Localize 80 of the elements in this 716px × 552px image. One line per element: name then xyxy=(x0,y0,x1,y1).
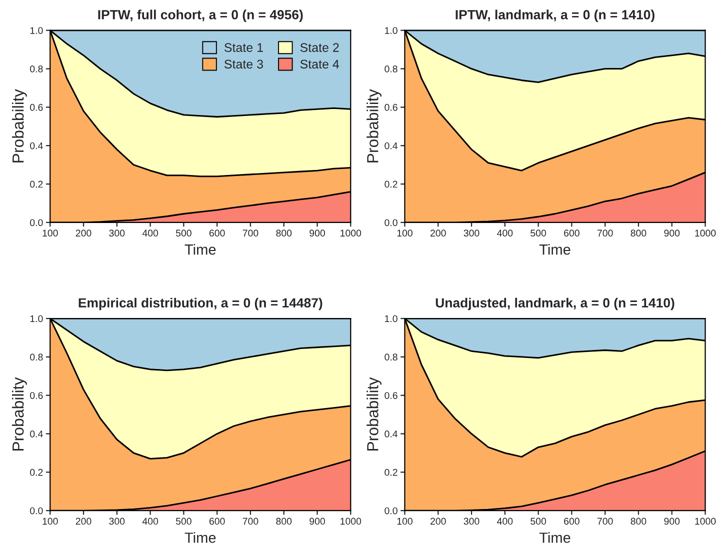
chart-title: IPTW, landmark, a = 0 (n = 1410) xyxy=(456,10,654,22)
x-tick-label: 800 xyxy=(276,230,292,237)
x-tick-label: 700 xyxy=(242,518,258,525)
x-tick-label: 700 xyxy=(597,230,613,237)
y-tick-label: 0.4 xyxy=(30,430,43,438)
x-tick-label: 900 xyxy=(310,518,325,525)
x-tick-label: 1000 xyxy=(340,518,362,525)
y-tick-label: 0.0 xyxy=(30,507,43,514)
y-tick-label: 1.0 xyxy=(385,27,398,34)
x-tick-label: 400 xyxy=(497,230,513,237)
x-tick-label: 1000 xyxy=(340,230,362,237)
x-tick-label: 100 xyxy=(42,230,58,237)
y-tick-label: 0.2 xyxy=(30,180,43,188)
legend-label: State 3 xyxy=(224,60,263,69)
chart-title: Empirical distribution, a = 0 (n = 14487) xyxy=(78,298,322,310)
series-label: State 1 xyxy=(224,43,263,52)
x-tick-label: 900 xyxy=(664,230,680,237)
x-tick-label: 600 xyxy=(209,518,225,525)
y-tick-label: 0.2 xyxy=(30,468,43,476)
y-tick-label: 0.0 xyxy=(384,507,398,514)
x-tick-label: 600 xyxy=(209,230,225,237)
y-tick-label: 1.0 xyxy=(30,315,43,322)
y-tick-label: 0.6 xyxy=(384,392,398,399)
y-tick-label: 0.4 xyxy=(384,430,398,438)
x-tick-label: 400 xyxy=(142,518,158,525)
x-axis-title: Time xyxy=(184,532,216,543)
y-tick-label: 0.2 xyxy=(384,468,398,476)
x-tick-label: 1000 xyxy=(695,230,716,237)
x-axis-title: Time xyxy=(539,244,570,255)
x-tick-label: 300 xyxy=(109,518,125,525)
x-tick-label: 300 xyxy=(464,518,480,525)
legend-label: State 4 xyxy=(300,60,340,69)
x-axis-title: Time xyxy=(184,244,216,255)
x-tick-label: 100 xyxy=(397,518,412,525)
x-tick-label: 800 xyxy=(276,518,292,525)
y-tick-label: 1.0 xyxy=(30,27,43,34)
chart-title: Unadjusted, landmark, a = 0 (n = 1410) xyxy=(436,298,674,310)
y-tick-label: 0.0 xyxy=(30,219,43,226)
x-tick-label: 200 xyxy=(430,230,446,237)
x-tick-label: 800 xyxy=(630,230,646,237)
x-tick-label: 500 xyxy=(176,518,192,525)
x-tick-label: 400 xyxy=(497,518,513,525)
y-tick-label: 0.4 xyxy=(30,142,43,150)
legend-label: State 2 xyxy=(300,43,339,52)
x-tick-label: 500 xyxy=(530,518,546,525)
y-tick-label: 0.8 xyxy=(30,354,43,361)
x-tick-label: 700 xyxy=(597,518,613,525)
x-tick-label: 100 xyxy=(397,230,412,237)
y-tick-label: 0.6 xyxy=(384,104,398,111)
y-tick-label: 0.6 xyxy=(30,104,43,111)
x-tick-label: 600 xyxy=(564,230,580,237)
x-axis-title: Time xyxy=(539,532,570,543)
x-tick-label: 400 xyxy=(142,230,158,237)
x-tick-label: 900 xyxy=(664,518,680,525)
y-tick-label: 0.8 xyxy=(30,66,43,72)
x-tick-label: 500 xyxy=(176,230,192,237)
y-axis-title: Probability xyxy=(12,377,27,451)
x-tick-label: 100 xyxy=(42,518,58,525)
x-tick-label: 800 xyxy=(630,518,646,525)
y-tick-label: 0.8 xyxy=(384,354,398,361)
x-tick-label: 600 xyxy=(564,518,580,525)
y-tick-label: 1.0 xyxy=(385,315,398,322)
y-tick-label: 0.4 xyxy=(384,142,398,150)
chart-title: IPTW, full cohort, a = 0 (n = 4956) xyxy=(98,10,303,22)
x-tick-label: 300 xyxy=(464,230,480,237)
y-tick-label: 0.2 xyxy=(384,180,398,188)
y-axis-title: Probability xyxy=(12,89,27,162)
y-axis-title: Probability xyxy=(366,377,382,451)
y-tick-label: 0.8 xyxy=(384,66,398,72)
y-tick-label: 0.6 xyxy=(30,392,43,399)
x-tick-label: 700 xyxy=(242,230,258,237)
x-tick-label: 900 xyxy=(310,230,325,237)
y-tick-label: 0.0 xyxy=(384,219,398,226)
x-tick-label: 300 xyxy=(109,230,125,237)
x-tick-label: 200 xyxy=(76,518,92,525)
y-axis-title: Probability xyxy=(366,89,382,162)
x-tick-label: 1000 xyxy=(695,518,716,525)
x-tick-label: 200 xyxy=(430,518,446,525)
x-tick-label: 500 xyxy=(530,230,546,237)
x-tick-label: 200 xyxy=(76,230,92,237)
